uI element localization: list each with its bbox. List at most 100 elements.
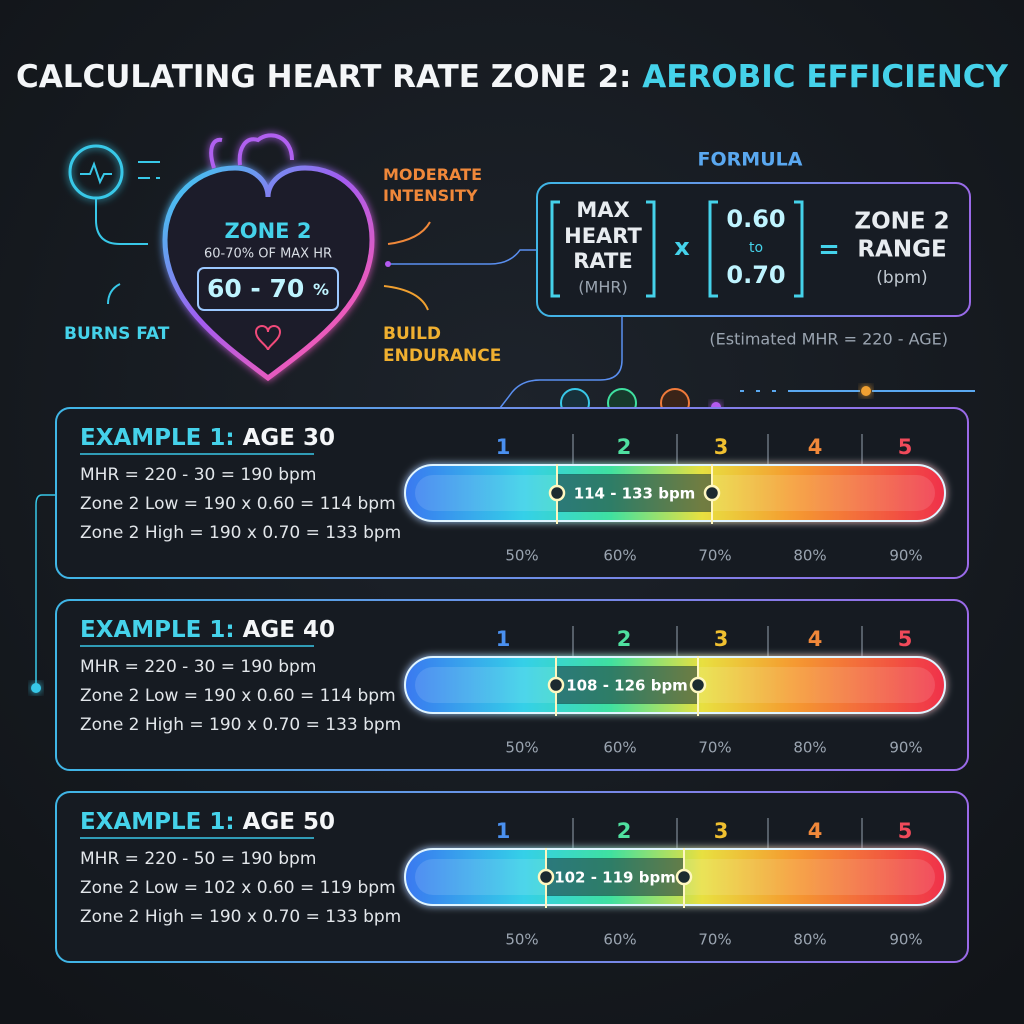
heart-range-box <box>197 267 339 311</box>
formula-label: FORMULA <box>698 149 803 171</box>
heart-zone: ZONE 2 <box>225 219 312 243</box>
percent-label: 50% <box>505 547 538 565</box>
range-marker <box>675 868 693 886</box>
example-title: EXAMPLE 1: AGE 40 <box>80 617 335 643</box>
range-label: 102 - 119 bpm <box>554 869 676 887</box>
heart-icon <box>254 325 282 351</box>
example-title: EXAMPLE 1: AGE 50 <box>80 809 335 835</box>
formula-result: ZONE 2 <box>854 209 949 235</box>
example-line: Zone 2 Low = 102 x 0.60 = 119 bpm <box>80 878 396 898</box>
zone-number: 1 <box>496 435 511 459</box>
zone-number: 4 <box>808 819 823 843</box>
example-line: Zone 2 High = 190 x 0.70 = 133 bpm <box>80 715 401 735</box>
callout-moderate-2: INTENSITY <box>383 186 478 205</box>
percent-label: 60% <box>603 547 636 565</box>
percent-label: 80% <box>793 547 826 565</box>
connector-dot <box>385 261 391 267</box>
example-line: Zone 2 High = 190 x 0.70 = 133 bpm <box>80 907 401 927</box>
callout-build-1: BUILD <box>383 324 441 344</box>
example-title: EXAMPLE 1: AGE 30 <box>80 425 335 451</box>
percent-label: 60% <box>603 931 636 949</box>
dash-lines <box>138 161 160 179</box>
callout-build: BUILD ENDURANCE <box>383 324 501 366</box>
percent-label: 80% <box>793 931 826 949</box>
heart-range-unit: % <box>313 280 329 299</box>
formula-operator: x <box>674 233 690 261</box>
range-highlight <box>556 666 698 704</box>
zone-number: 2 <box>617 435 632 459</box>
range-marker <box>548 484 566 502</box>
percent-label: 80% <box>793 739 826 757</box>
percent-label: 90% <box>889 931 922 949</box>
callout-moderate-1: MODERATE <box>383 165 482 184</box>
bracket <box>708 200 804 298</box>
title-highlight: AEROBIC EFFICIENCY <box>642 59 1008 95</box>
percent-label: 60% <box>603 739 636 757</box>
bracket <box>550 200 656 298</box>
formula-box <box>536 182 971 317</box>
zone-number: 3 <box>714 627 729 651</box>
zone-number: 5 <box>898 819 913 843</box>
connector <box>499 316 623 409</box>
range-highlight <box>557 474 712 512</box>
example-panel: EXAMPLE 1: AGE 30 MHR = 220 - 30 = 190 bp… <box>55 407 969 579</box>
formula-term: MAX <box>576 198 629 222</box>
range-label: 114 - 133 bpm <box>574 485 696 503</box>
example-age: AGE 30 <box>243 425 335 451</box>
examples: EXAMPLE 1: AGE 30 MHR = 220 - 30 = 190 bp… <box>55 407 969 963</box>
zone-number: 3 <box>714 819 729 843</box>
percent-label: 90% <box>889 547 922 565</box>
example-label: EXAMPLE 1: <box>80 809 235 835</box>
formula-term: 0.60 <box>726 205 785 233</box>
example-label: EXAMPLE 1: <box>80 425 235 451</box>
zone-number: 2 <box>617 819 632 843</box>
example-panel: EXAMPLE 1: AGE 40 MHR = 220 - 30 = 190 bp… <box>55 599 969 771</box>
example-line: Zone 2 High = 190 x 0.70 = 133 bpm <box>80 523 401 543</box>
formula-term: (MHR) <box>578 278 627 297</box>
zone-number: 3 <box>714 435 729 459</box>
range-marker <box>703 484 721 502</box>
percent-label: 70% <box>698 931 731 949</box>
formula-term: RATE <box>573 249 632 273</box>
example-age: AGE 50 <box>243 809 335 835</box>
example-line: Zone 2 Low = 190 x 0.60 = 114 bpm <box>80 686 396 706</box>
example-age: AGE 40 <box>243 617 335 643</box>
example-line: MHR = 220 - 30 = 190 bpm <box>80 465 316 485</box>
example-line: Zone 2 Low = 190 x 0.60 = 114 bpm <box>80 494 396 514</box>
formula-term: HEART <box>564 224 642 248</box>
zone-number: 2 <box>617 627 632 651</box>
heart-range: 60 - 70 % <box>207 274 329 303</box>
example-line: MHR = 220 - 50 = 190 bpm <box>80 849 316 869</box>
arrow <box>107 283 121 305</box>
example-line: MHR = 220 - 30 = 190 bpm <box>80 657 316 677</box>
formula-term: 0.70 <box>726 261 785 289</box>
range-label: 108 - 126 bpm <box>566 677 688 695</box>
heart-graphic <box>162 133 375 382</box>
connector <box>388 249 537 265</box>
title-main: CALCULATING HEART RATE ZONE 2: <box>16 59 631 95</box>
range-marker <box>689 676 707 694</box>
callout-build-2: ENDURANCE <box>383 346 501 366</box>
zone-number: 4 <box>808 627 823 651</box>
callout-burns: BURNS FAT <box>64 324 170 344</box>
formula-result: RANGE <box>857 237 946 263</box>
pulse-line <box>80 161 112 185</box>
formula-term: to <box>749 240 763 256</box>
heart-range-value: 60 - 70 <box>207 274 304 303</box>
callout-moderate: MODERATE INTENSITY <box>383 165 482 205</box>
dot <box>31 683 41 693</box>
percent-label: 50% <box>505 931 538 949</box>
title: CALCULATING HEART RATE ZONE 2: AEROBIC E… <box>16 59 1009 95</box>
zone-number: 1 <box>496 819 511 843</box>
zone-number: 1 <box>496 627 511 651</box>
percent-label: 50% <box>505 739 538 757</box>
percent-label: 70% <box>698 739 731 757</box>
example-label: EXAMPLE 1: <box>80 617 235 643</box>
range-marker <box>547 676 565 694</box>
heart-subtitle: 60-70% OF MAX HR <box>204 247 332 262</box>
connector <box>35 494 56 688</box>
example-panel: EXAMPLE 1: AGE 50 MHR = 220 - 50 = 190 bp… <box>55 791 969 963</box>
zone-number: 5 <box>898 627 913 651</box>
